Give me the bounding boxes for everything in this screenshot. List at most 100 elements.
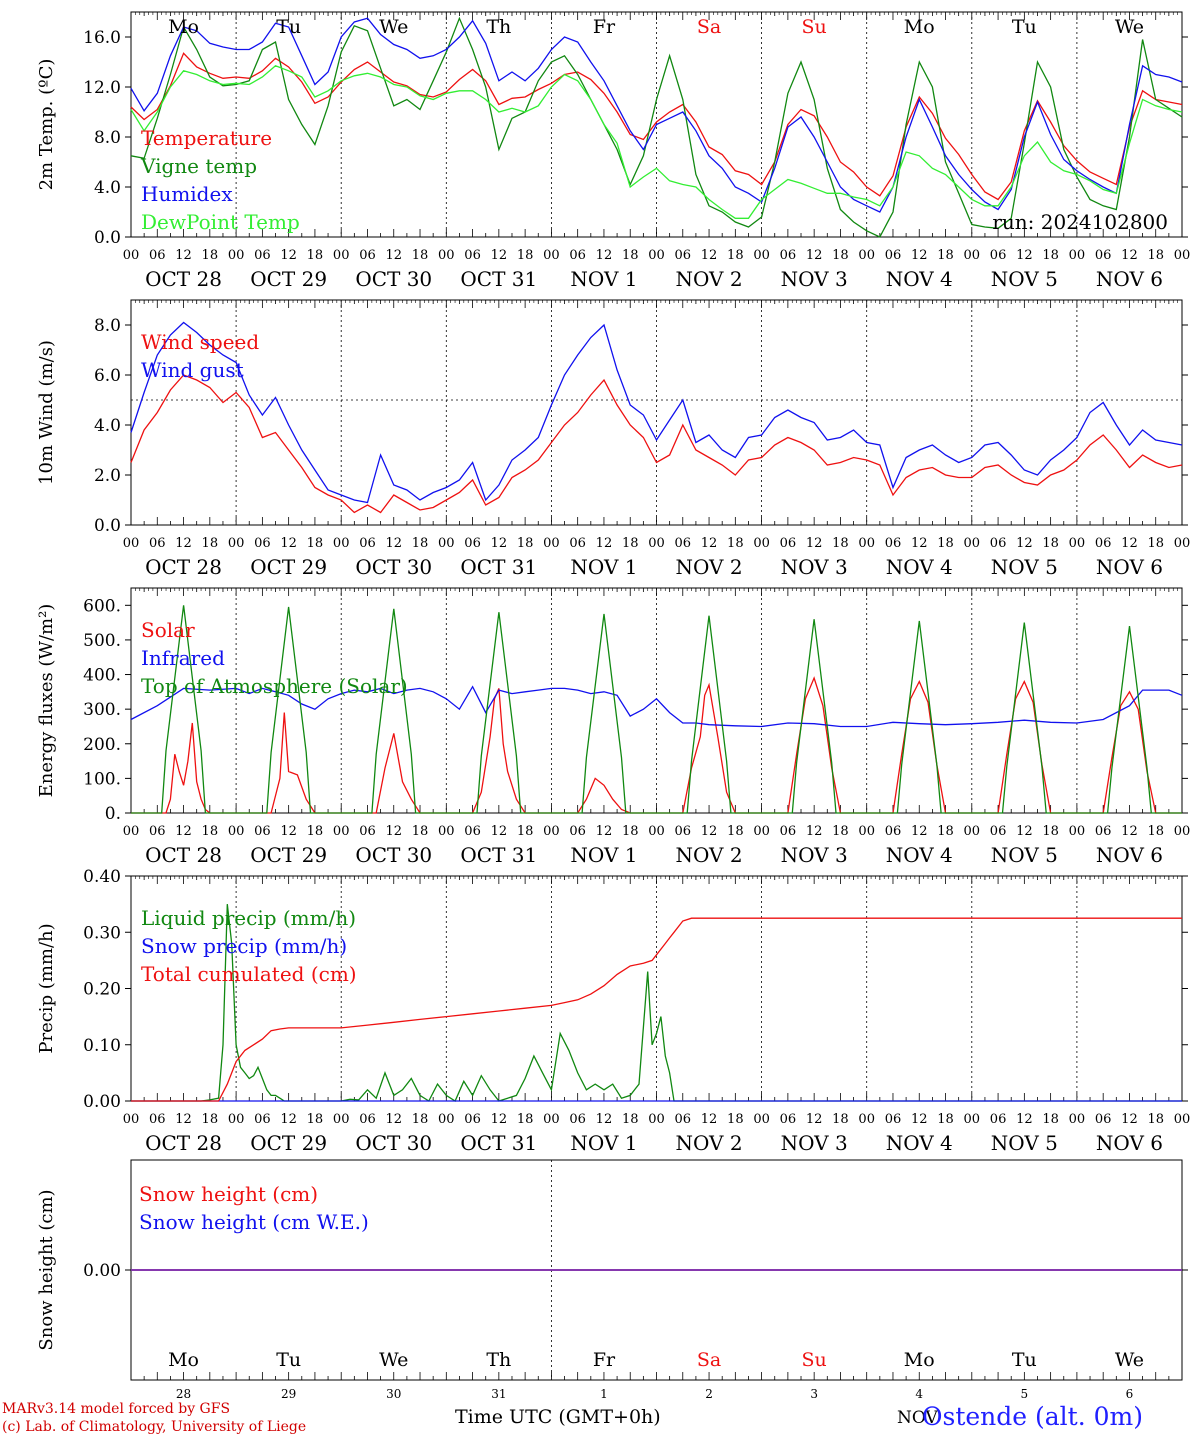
hour-label: 18	[622, 248, 639, 263]
date-label: NOV 3	[781, 555, 848, 579]
hour-label: 00	[228, 536, 245, 551]
month-label: NOV	[897, 1408, 939, 1428]
hour-label: 06	[464, 1112, 481, 1127]
date-label: OCT 31	[460, 555, 537, 579]
hour-label: 00	[753, 248, 770, 263]
hour-label: 12	[175, 536, 192, 551]
date-label: OCT 28	[145, 843, 222, 867]
hour-label: 12	[175, 824, 192, 839]
hour-label: 06	[149, 248, 166, 263]
hour-label: 00	[964, 248, 981, 263]
hour-label: 18	[1147, 536, 1164, 551]
hour-label: 12	[806, 248, 823, 263]
footer-credits: MARv3.14 model forced by GFS (c) Lab. of…	[2, 1400, 306, 1436]
date-label: NOV 2	[676, 1131, 743, 1155]
y-axis-label: Snow height (cm)	[36, 1189, 57, 1350]
hour-label: 00	[123, 248, 140, 263]
hour-label: 06	[149, 1112, 166, 1127]
y-tick-label: 8.0	[94, 316, 121, 336]
hour-label: 06	[780, 536, 797, 551]
hour-label: 18	[412, 536, 429, 551]
date-label: NOV 3	[781, 1131, 848, 1155]
hour-label: 00	[543, 1112, 560, 1127]
y-axis-label: Precip (mm/h)	[36, 923, 57, 1053]
hour-label: 18	[1042, 824, 1059, 839]
hour-label: 18	[517, 536, 534, 551]
legend-entry: Liquid precip (mm/h)	[141, 906, 356, 930]
hour-label: 12	[596, 536, 613, 551]
series-line	[130, 321, 1183, 504]
hour-label: 12	[385, 248, 402, 263]
hour-label: 06	[359, 536, 376, 551]
hour-label: 18	[832, 536, 849, 551]
date-label: NOV 1	[570, 1131, 637, 1155]
run-label: run: 2024102800	[992, 210, 1168, 234]
hour-label: 00	[753, 536, 770, 551]
hour-label: 00	[1174, 824, 1191, 839]
date-label: NOV 6	[1096, 1131, 1163, 1155]
hour-label: 18	[1147, 824, 1164, 839]
hour-label: 12	[175, 1112, 192, 1127]
date-label: NOV 6	[1096, 555, 1163, 579]
date-label: OCT 31	[460, 267, 537, 291]
hour-label: 18	[1147, 1112, 1164, 1127]
hour-label: 18	[517, 1112, 534, 1127]
hour-label: 00	[964, 824, 981, 839]
hour-label: 12	[1016, 248, 1033, 263]
legend-entry: Snow height (cm W.E.)	[139, 1210, 369, 1234]
hour-label: 00	[858, 1112, 875, 1127]
hour-label: 00	[228, 1112, 245, 1127]
hour-label: 12	[280, 536, 297, 551]
y-tick-label: 300.	[83, 700, 121, 720]
hour-label: 00	[1069, 1112, 1086, 1127]
hour-label: 18	[622, 536, 639, 551]
hour-label: 18	[307, 824, 324, 839]
hour-label: 12	[280, 248, 297, 263]
date-label: OCT 28	[145, 555, 222, 579]
hour-label: 00	[648, 824, 665, 839]
weekday-label: We	[1115, 16, 1144, 38]
day-number-label: 30	[386, 1387, 401, 1401]
hour-label: 00	[333, 1112, 350, 1127]
hour-label: 00	[648, 1112, 665, 1127]
y-tick-label: 0.0	[94, 516, 121, 536]
date-label: NOV 2	[676, 555, 743, 579]
hour-label: 18	[517, 248, 534, 263]
y-axis-label: Energy fluxes (W/m²)	[36, 604, 57, 798]
hour-label: 12	[491, 536, 508, 551]
hour-label: 00	[1069, 248, 1086, 263]
hour-label: 00	[964, 536, 981, 551]
y-tick-label: 12.0	[83, 78, 121, 98]
legend-entry: Top of Atmosphere (Solar)	[141, 674, 408, 698]
legend-entry: Humidex	[141, 182, 233, 206]
series-line	[130, 685, 1183, 728]
y-tick-label: 2.0	[94, 466, 121, 486]
hour-label: 06	[359, 248, 376, 263]
series-line	[131, 917, 1182, 1102]
date-label: OCT 29	[250, 555, 327, 579]
date-label: NOV 5	[991, 267, 1058, 291]
hour-label: 06	[990, 248, 1007, 263]
y-tick-label: 0.40	[83, 867, 121, 887]
hour-label: 18	[622, 1112, 639, 1127]
y-tick-label: 0.20	[83, 980, 121, 1000]
y-tick-label: 0.30	[83, 923, 121, 943]
panel-3: 0. 100. 200. 300. 400. 500. 600. Energy fluxes …	[36, 587, 1191, 867]
y-axis-label: 2m Temp. (ºC)	[36, 59, 57, 191]
hour-label: 12	[491, 1112, 508, 1127]
y-tick-label: 200.	[83, 735, 121, 755]
weekday-label: Mo	[904, 16, 935, 38]
hour-label: 00	[858, 824, 875, 839]
weekday-label: Mo	[904, 1349, 935, 1371]
hour-label: 00	[543, 824, 560, 839]
hour-label: 00	[1174, 1112, 1191, 1127]
weekday-label: Th	[486, 16, 511, 38]
legend-entry: Snow height (cm)	[139, 1182, 318, 1206]
hour-label: 12	[385, 536, 402, 551]
day-number-label: 3	[810, 1387, 818, 1401]
hour-label: 06	[780, 248, 797, 263]
hour-label: 12	[385, 824, 402, 839]
hour-label: 18	[727, 824, 744, 839]
legend-entry: Vigne temp	[140, 154, 257, 178]
hour-label: 06	[464, 248, 481, 263]
